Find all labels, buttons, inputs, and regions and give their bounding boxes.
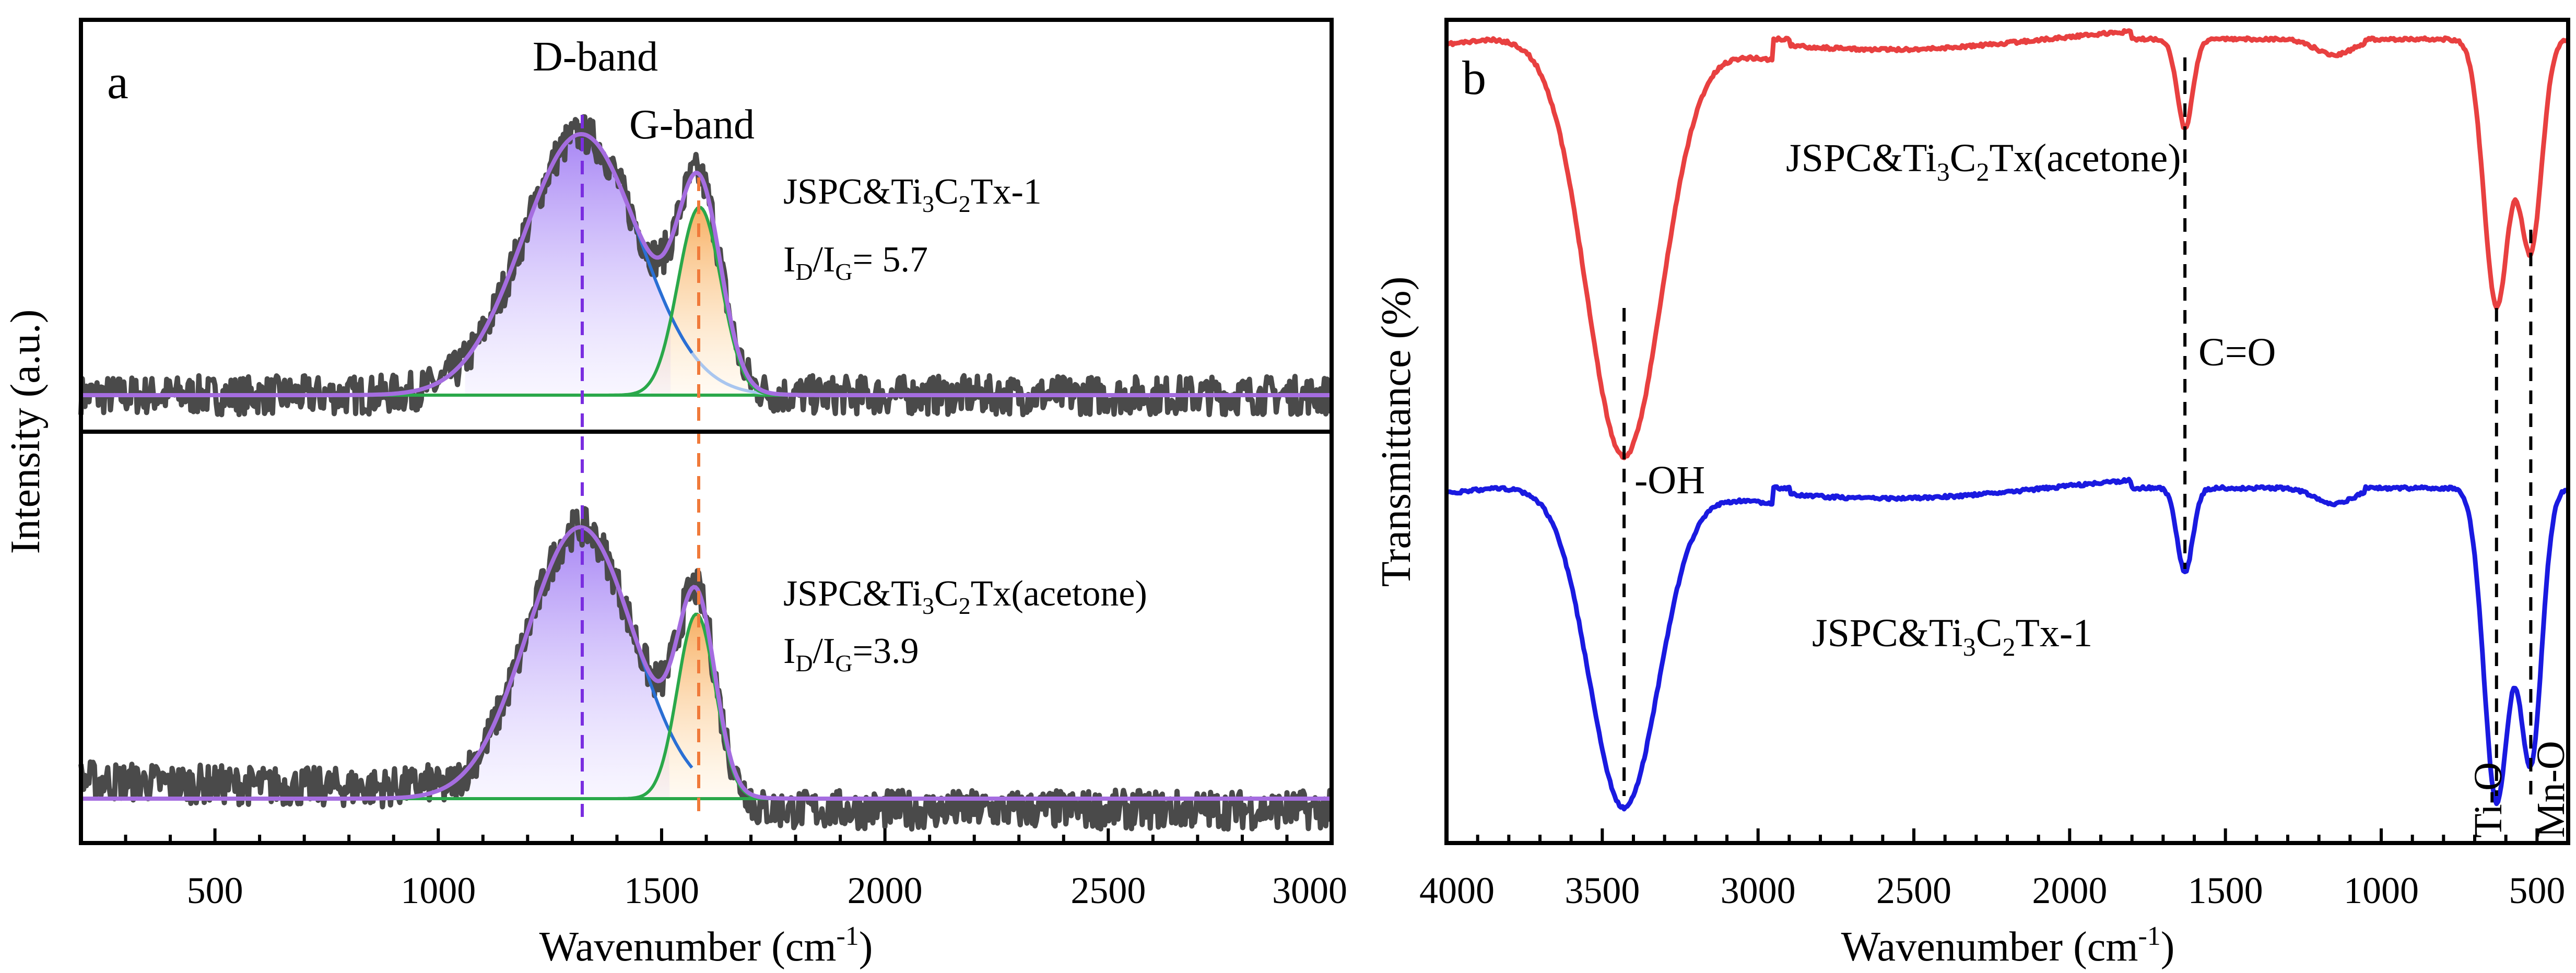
panel-b-x-tick-label: 3500 <box>1565 870 1640 911</box>
panel-a-y-axis-label: Intensity (a.u.) <box>3 310 49 554</box>
panel-b-x-tick-label: 500 <box>2509 870 2565 911</box>
panel-b: 4000 3500 3000 2500 2000 1500 1000 500 b JSPC&T… <box>1373 18 2573 970</box>
d-band-label: D-band <box>533 34 658 80</box>
panel-a-x-tick-label: 3000 <box>1272 870 1347 911</box>
panel-a-x-tick-label: 1000 <box>401 870 476 911</box>
panel-a-x-tick-label: 1500 <box>624 870 699 911</box>
ti-o-annotation: Ti-O <box>2466 762 2510 838</box>
jspc-1-ftir-spectrum <box>1445 477 2569 812</box>
g-band-label: G-band <box>629 102 755 148</box>
panel-a-x-tick-label: 2500 <box>1071 870 1146 911</box>
panel-b-y-axis-label: Transmittance (%) <box>1373 277 1419 587</box>
panel-b-letter: b <box>1462 51 1486 104</box>
panel-b-guides <box>1622 57 2533 796</box>
panel-a-upper-plot <box>78 114 1334 418</box>
lower-sample-label: JSPC&Ti3C2Tx(acetone) <box>783 574 1147 619</box>
acetone-series-label: JSPC&Ti3C2Tx(acetone) <box>1786 136 2181 186</box>
lower-id-ig-ratio: ID/IG=3.9 <box>783 631 919 677</box>
lower-envelope-fit <box>81 525 1332 801</box>
upper-id-ig-ratio: ID/IG= 5.7 <box>783 240 928 285</box>
upper-sample-label: JSPC&Ti3C2Tx-1 <box>783 172 1042 217</box>
panel-b-x-tick-label: 1000 <box>2344 870 2419 911</box>
upper-envelope-fit <box>81 132 1332 397</box>
co-annotation: C=O <box>2198 330 2276 374</box>
panel-b-x-ticks: 4000 3500 3000 2500 2000 1500 1000 500 <box>1419 828 2565 911</box>
panel-a: 500 1000 1500 2000 2500 3000 a D-band G-band … <box>3 18 1347 970</box>
panel-a-letter: a <box>107 55 128 109</box>
jspc-1-series-label: JSPC&Ti3C2Tx-1 <box>1812 611 2092 661</box>
panel-a-lower-plot <box>78 506 1334 832</box>
panel-b-x-axis-label: Wavenumber (cm-1) <box>1841 921 2175 970</box>
panel-b-x-tick-label: 2500 <box>1876 870 1951 911</box>
mn-o-annotation: Mn-O <box>2529 741 2573 838</box>
upper-d-fill <box>465 134 671 395</box>
panel-b-x-tick-label: 2000 <box>2032 870 2107 911</box>
lower-g-fill <box>647 614 746 799</box>
acetone-ftir-spectrum <box>1445 28 2570 460</box>
panel-b-x-tick-label: 4000 <box>1419 870 1495 911</box>
panel-a-x-tick-label: 500 <box>187 870 243 911</box>
panel-a-x-axis-label: Wavenumber (cm-1) <box>539 921 873 970</box>
panel-b-x-tick-label: 1500 <box>2188 870 2263 911</box>
panel-a-x-tick-label: 2000 <box>848 870 923 911</box>
panel-a-x-ticks: 500 1000 1500 2000 2500 3000 <box>124 828 1347 911</box>
oh-annotation: -OH <box>1634 458 1705 502</box>
panel-b-x-tick-label: 3000 <box>1721 870 1796 911</box>
